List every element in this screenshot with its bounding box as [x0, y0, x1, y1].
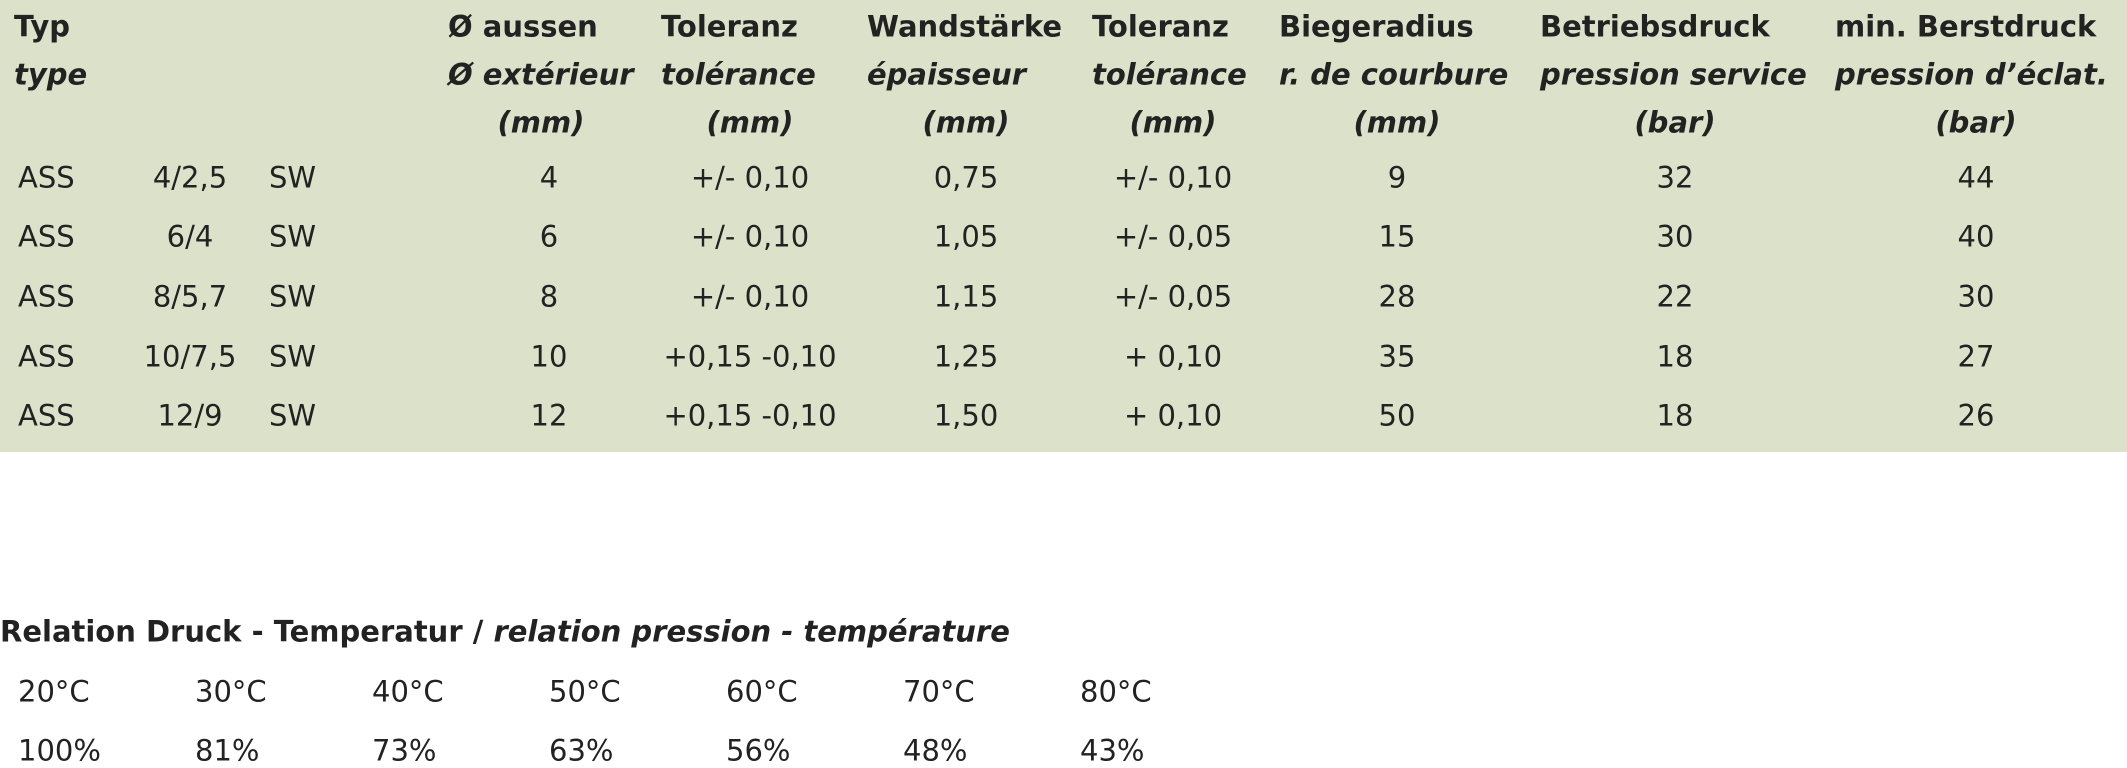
- title-fr: relation pression - température: [493, 614, 1010, 649]
- table-cell: +/- 0,05: [1113, 279, 1233, 314]
- table-cell: 8: [539, 279, 559, 314]
- table-cell: 1,15: [933, 279, 999, 314]
- table-cell: 40: [1957, 219, 1995, 254]
- temperature: 30°C: [195, 674, 267, 709]
- table-cell: +/- 0,10: [1113, 160, 1233, 195]
- table-cell: SW: [269, 160, 317, 195]
- header-text: min. Berstdruck: [1835, 9, 2097, 44]
- table-cell: 30: [1656, 219, 1694, 254]
- table-cell: 6: [539, 219, 559, 254]
- table-cell: 1,25: [933, 339, 999, 374]
- table-cell: 44: [1957, 160, 1995, 195]
- table-cell: 32: [1656, 160, 1694, 195]
- temperature: 80°C: [1080, 674, 1152, 709]
- table-cell: 28: [1378, 279, 1416, 314]
- table-cell: 6/4: [166, 219, 214, 254]
- header-unit: (bar): [1935, 105, 2017, 140]
- table-cell: SW: [269, 398, 317, 433]
- table-cell: SW: [269, 339, 317, 374]
- table-cell: 27: [1957, 339, 1995, 374]
- header-text: pression d’éclat.: [1835, 57, 2108, 92]
- table-cell: 0,75: [933, 160, 999, 195]
- table-cell: 10/7,5: [143, 339, 237, 374]
- table-background: [0, 0, 2127, 452]
- table-cell: ASS: [18, 160, 75, 195]
- table-cell: 18: [1656, 339, 1694, 374]
- section-title: Relation Druck - Temperatur / relation p…: [0, 614, 1010, 649]
- header-text: r. de courbure: [1279, 57, 1509, 92]
- header-text: Toleranz: [661, 9, 798, 44]
- table-cell: 4/2,5: [152, 160, 228, 195]
- table-cell: 18: [1656, 398, 1694, 433]
- table-cell: +/- 0,05: [1113, 219, 1233, 254]
- temperature: 50°C: [549, 674, 621, 709]
- table-cell: +/- 0,10: [690, 160, 810, 195]
- header-unit: (bar): [1634, 105, 1716, 140]
- table-cell: 30: [1957, 279, 1995, 314]
- temperature: 20°C: [18, 674, 90, 709]
- header-text: Betriebsdruck: [1540, 9, 1770, 44]
- table-cell: 35: [1378, 339, 1416, 374]
- temperature: 60°C: [726, 674, 798, 709]
- header-text: Ø extérieur: [448, 57, 634, 92]
- header-text: tolérance: [1092, 57, 1247, 92]
- percentage: 100%: [18, 733, 101, 768]
- header-text: Ø aussen: [448, 9, 598, 44]
- table-cell: + 0,10: [1123, 339, 1223, 374]
- table-cell: 1,05: [933, 219, 999, 254]
- header-unit: (mm): [922, 105, 1010, 140]
- percentage: 81%: [195, 733, 260, 768]
- header-unit: (mm): [706, 105, 794, 140]
- table-cell: +/- 0,10: [690, 219, 810, 254]
- table-cell: ASS: [18, 219, 75, 254]
- table-cell: +0,15 -0,10: [663, 339, 837, 374]
- table-cell: 4: [539, 160, 559, 195]
- percentage: 48%: [903, 733, 968, 768]
- header-text: pression service: [1540, 57, 1807, 92]
- temperature: 40°C: [372, 674, 444, 709]
- header-unit: (mm): [1129, 105, 1217, 140]
- percentage: 73%: [372, 733, 437, 768]
- percentage: 63%: [549, 733, 614, 768]
- header-unit: (mm): [1353, 105, 1441, 140]
- table-cell: 12/9: [157, 398, 223, 433]
- table-cell: 12: [530, 398, 568, 433]
- table-cell: 9: [1387, 160, 1407, 195]
- percentage: 43%: [1080, 733, 1145, 768]
- table-cell: ASS: [18, 339, 75, 374]
- table-cell: +/- 0,10: [690, 279, 810, 314]
- percentage: 56%: [726, 733, 791, 768]
- header-unit: (mm): [497, 105, 585, 140]
- table-cell: SW: [269, 279, 317, 314]
- table-cell: +0,15 -0,10: [663, 398, 837, 433]
- header-text: Typ: [14, 9, 71, 44]
- header-text: Wandstärke: [867, 9, 1063, 44]
- title-de: Relation Druck - Temperatur /: [0, 614, 484, 649]
- table-cell: ASS: [18, 279, 75, 314]
- header-text: type: [14, 57, 88, 92]
- table-cell: 10: [530, 339, 568, 374]
- header-text: épaisseur: [867, 57, 1027, 92]
- table-cell: 50: [1378, 398, 1416, 433]
- header-text: tolérance: [661, 57, 816, 92]
- temperature: 70°C: [903, 674, 975, 709]
- table-cell: + 0,10: [1123, 398, 1223, 433]
- table-cell: 26: [1957, 398, 1995, 433]
- header-text: Toleranz: [1092, 9, 1229, 44]
- table-cell: 15: [1378, 219, 1416, 254]
- table-cell: 8/5,7: [152, 279, 228, 314]
- table-cell: SW: [269, 219, 317, 254]
- table-cell: 22: [1656, 279, 1694, 314]
- header-text: Biegeradius: [1279, 9, 1474, 44]
- table-cell: ASS: [18, 398, 75, 433]
- table-cell: 1,50: [933, 398, 999, 433]
